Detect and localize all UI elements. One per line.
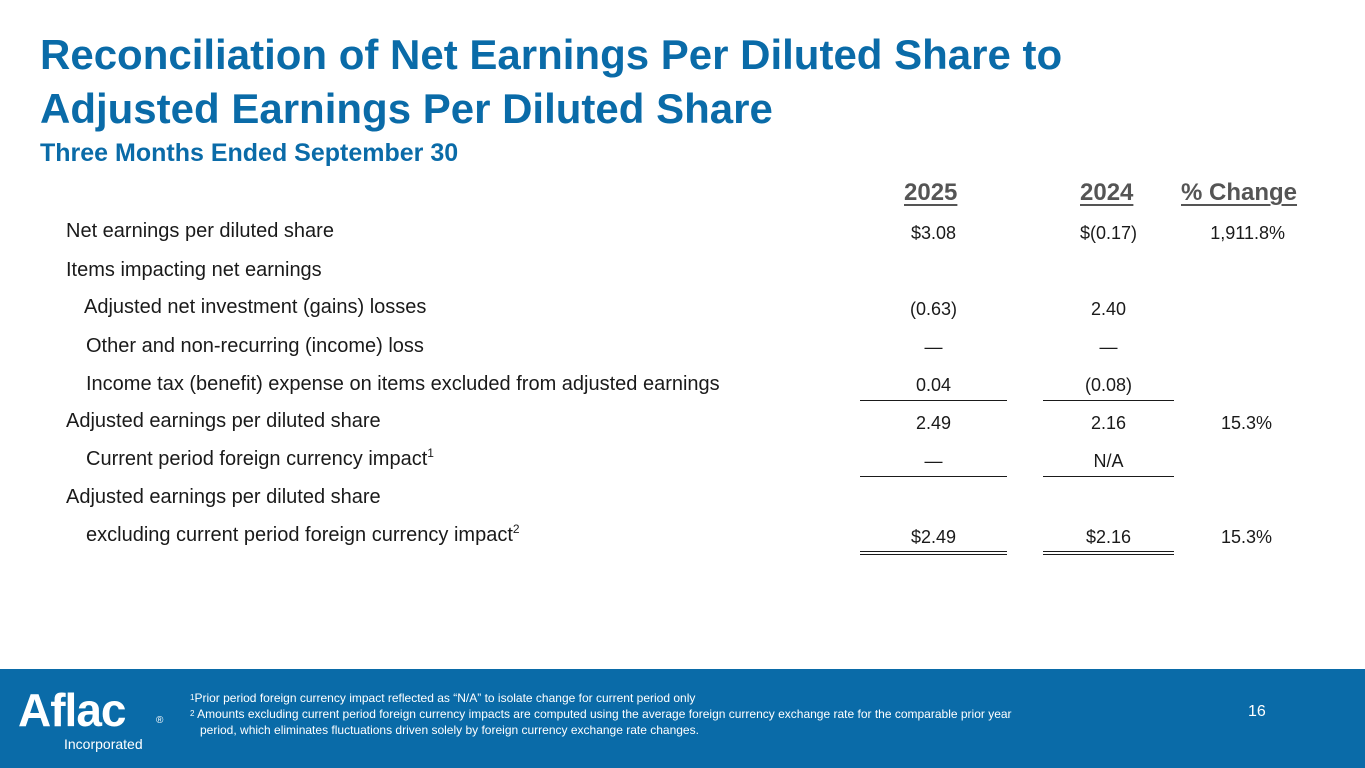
- cell-change-net-earnings: 1,911.8%: [1210, 223, 1285, 243]
- cell-2024-other-nonrecurring: —: [1099, 337, 1118, 357]
- footnote-2: 2 Amounts excluding current period forei…: [190, 706, 1190, 722]
- cell-2024-net-earnings: $(0.17): [1079, 223, 1138, 243]
- page-number: 16: [1248, 703, 1266, 720]
- aflac-logo: Aflac ® Incorporated: [18, 685, 168, 755]
- row-label-adjusted-ex-fx: Adjusted earnings per diluted share: [66, 486, 381, 508]
- cell-2025-excluding-fx: $2.49: [860, 527, 1007, 555]
- footnote-2-text: Amounts excluding current period foreign…: [194, 707, 1012, 721]
- footnote-1-number: 1: [190, 693, 195, 702]
- cell-2024-investment-gains: 2.40: [1090, 299, 1127, 319]
- column-header-2025: 2025: [904, 179, 958, 206]
- cell-change-excluding-fx: 15.3%: [1220, 527, 1272, 547]
- cell-2025-adjusted-earnings: 2.49: [915, 413, 952, 433]
- footnote-1-text: Prior period foreign currency impact ref…: [194, 691, 696, 705]
- logo-wordmark: Aflac: [18, 684, 126, 736]
- column-header-change: % Change: [1181, 179, 1298, 206]
- footnote-ref-2: 2: [512, 522, 520, 536]
- cell-2025-other-nonrecurring: —: [924, 337, 943, 357]
- row-label-fx-impact-text: Current period foreign currency impact: [86, 448, 428, 470]
- footnote-2-number: 2: [190, 709, 195, 718]
- cell-2024-excluding-fx: $2.16: [1043, 527, 1174, 555]
- row-label-adjusted-earnings: Adjusted earnings per diluted share: [66, 410, 381, 432]
- cell-2025-income-tax: 0.04: [860, 375, 1007, 401]
- footer-bar: Aflac ® Incorporated 1Prior period forei…: [0, 669, 1365, 768]
- column-header-2024: 2024: [1080, 179, 1134, 206]
- logo-subtitle: Incorporated: [64, 736, 143, 752]
- cell-2025-fx-impact: —: [860, 451, 1007, 477]
- cell-2024-fx-impact: N/A: [1043, 451, 1174, 477]
- row-label-income-tax: Income tax (benefit) expense on items ex…: [86, 373, 720, 395]
- row-label-other-nonrecurring: Other and non-recurring (income) loss: [86, 335, 424, 357]
- row-label-net-earnings: Net earnings per diluted share: [66, 220, 334, 242]
- footnote-1: 1Prior period foreign currency impact re…: [190, 690, 1190, 706]
- cell-2024-income-tax: (0.08): [1043, 375, 1174, 401]
- cell-change-adjusted-earnings: 15.3%: [1220, 413, 1272, 433]
- cell-2025-investment-gains: (0.63): [909, 299, 958, 319]
- row-label-excluding-fx: excluding current period foreign currenc…: [86, 522, 520, 547]
- row-label-fx-impact: Current period foreign currency impact1: [86, 446, 434, 471]
- cell-2024-adjusted-earnings: 2.16: [1090, 413, 1127, 433]
- footnote-2-continued: period, which eliminates fluctuations dr…: [200, 723, 699, 737]
- row-label-investment-gains: Adjusted net investment (gains) losses: [84, 296, 427, 318]
- footnotes: 1Prior period foreign currency impact re…: [190, 690, 1190, 738]
- page-title: Reconciliation of Net Earnings Per Dilut…: [40, 31, 1063, 132]
- page-subtitle: Three Months Ended September 30: [40, 139, 459, 167]
- cell-2025-net-earnings: $3.08: [910, 223, 957, 243]
- logo-registered-mark: ®: [156, 715, 164, 726]
- row-label-excluding-fx-text: excluding current period foreign currenc…: [86, 524, 513, 546]
- row-label-items-impacting: Items impacting net earnings: [66, 259, 322, 281]
- footnote-ref-1: 1: [427, 446, 434, 460]
